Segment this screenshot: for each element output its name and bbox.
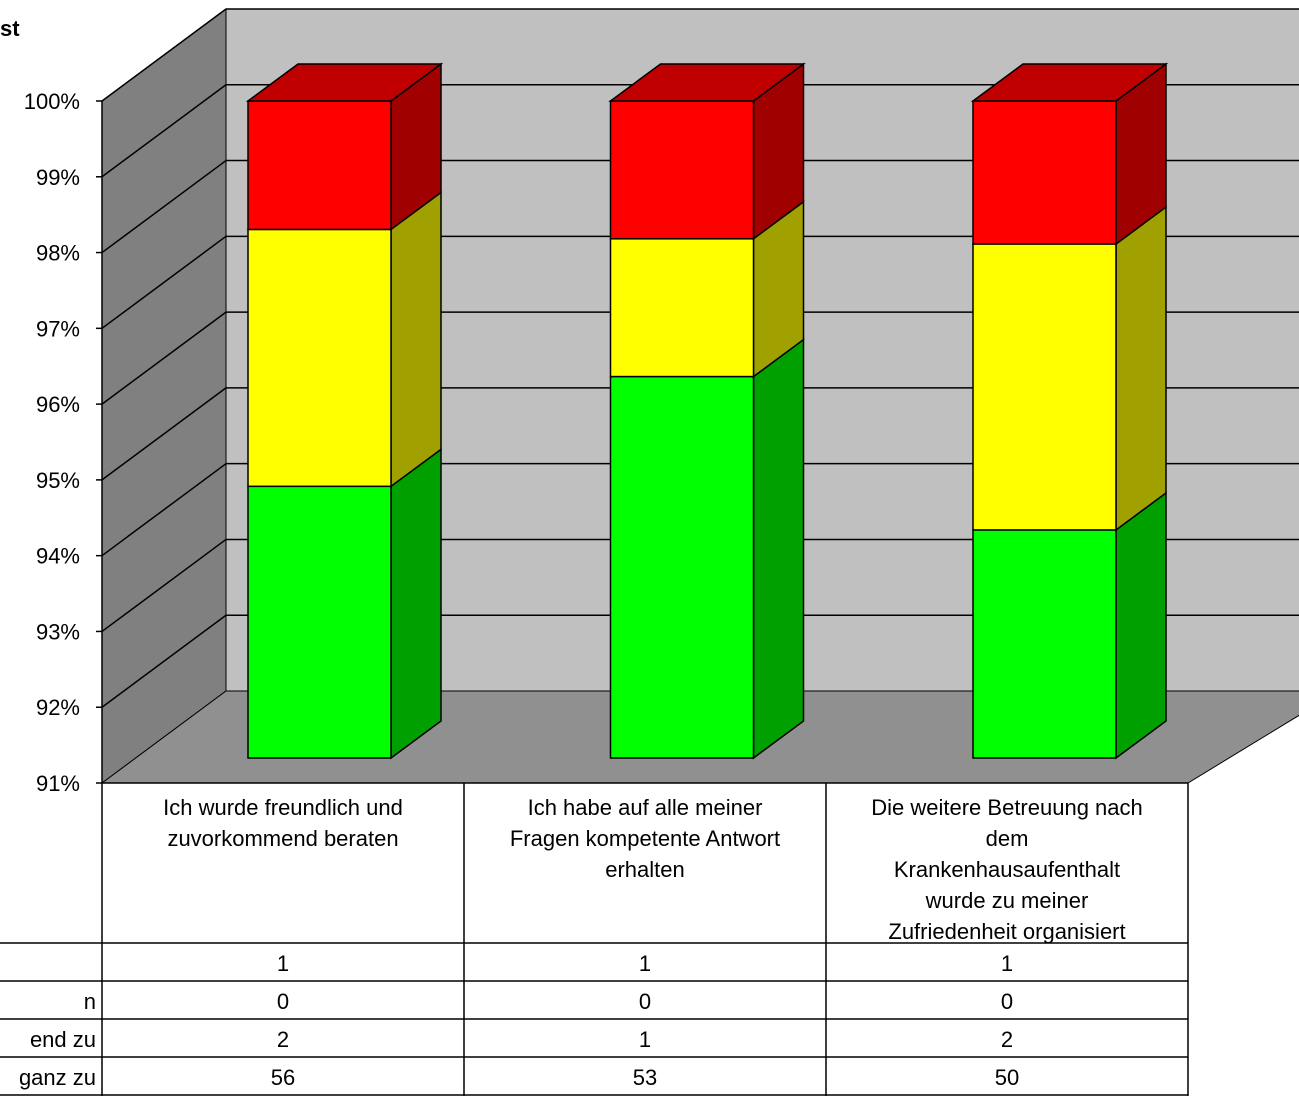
gridline-side: [101, 84, 227, 178]
category-label: dem: [986, 826, 1029, 851]
table-cell: 0: [277, 989, 289, 1014]
category-label: erhalten: [605, 857, 685, 882]
bar-1-series-0: [609, 375, 755, 759]
gridline-side: [101, 311, 227, 405]
category-label: wurde zu meiner: [925, 888, 1089, 913]
bar-1-series-3: [609, 100, 755, 240]
chart-title: st: [0, 16, 20, 41]
bar-side-0-0: [390, 447, 442, 760]
y-tick-label: 99%: [36, 165, 80, 190]
table-cell: 1: [639, 1027, 651, 1052]
category-label: Fragen kompetente Antwort: [510, 826, 780, 851]
category-label: Ich habe auf alle meiner: [528, 795, 763, 820]
gridline-side: [101, 463, 227, 557]
gridline-side: [101, 159, 227, 254]
bar-2-series-0: [972, 529, 1117, 759]
table-cell: 0: [1001, 989, 1013, 1014]
y-tick-label: 91%: [36, 771, 80, 796]
table-cell: 1: [639, 951, 651, 976]
gridline-side: [101, 387, 227, 481]
y-tick-label: 97%: [36, 316, 80, 341]
bar-side-1-0: [752, 338, 805, 760]
y-tick-label: 100%: [24, 89, 80, 114]
bar-0-series-1: [247, 228, 392, 488]
bar-side-0-1: [390, 190, 442, 488]
bar-top-0: [245, 63, 444, 102]
table-cell: 1: [1001, 951, 1013, 976]
y-tick-label: 92%: [36, 695, 80, 720]
bar-side-2-1: [1115, 205, 1167, 532]
table-cell: 56: [271, 1065, 295, 1090]
gridline-side: [101, 235, 227, 329]
table-cell: 53: [633, 1065, 657, 1090]
table-cell: 50: [995, 1065, 1019, 1090]
bar-2-series-1: [972, 243, 1117, 531]
y-tick-label: 94%: [36, 544, 80, 569]
category-label: Ich wurde freundlich und: [163, 795, 403, 820]
bar-0-series-3: [247, 100, 392, 231]
category-label: Die weitere Betreuung nach: [871, 795, 1143, 820]
table-cell: 0: [639, 989, 651, 1014]
category-label: zuvorkommend beraten: [167, 826, 398, 851]
gridline-side: [101, 614, 227, 708]
gridline-side: [101, 538, 227, 633]
y-tick-label: 98%: [36, 241, 80, 266]
category-label: Zufriedenheit organisiert: [888, 919, 1125, 944]
bar-top-2: [970, 63, 1169, 102]
table-cell: 1: [277, 951, 289, 976]
table-row-label: ganz zu: [19, 1065, 96, 1090]
side-wall: [101, 8, 227, 784]
y-tick-label: 93%: [36, 619, 80, 644]
bar-top-1: [608, 63, 806, 102]
y-tick-label: 95%: [36, 468, 80, 493]
table-cell: 2: [1001, 1027, 1013, 1052]
table-row-label: end zu: [30, 1027, 96, 1052]
y-tick-label: 96%: [36, 392, 80, 417]
table-row-label: n: [84, 989, 96, 1014]
bar-1-series-1: [609, 238, 755, 378]
bar-side-2-0: [1115, 491, 1167, 760]
bar-2-series-3: [972, 100, 1117, 245]
category-label: Krankenhausaufenthalt: [894, 857, 1120, 882]
bar-0-series-0: [247, 485, 392, 759]
gridline-side: [101, 8, 227, 102]
table-cell: 2: [277, 1027, 289, 1052]
